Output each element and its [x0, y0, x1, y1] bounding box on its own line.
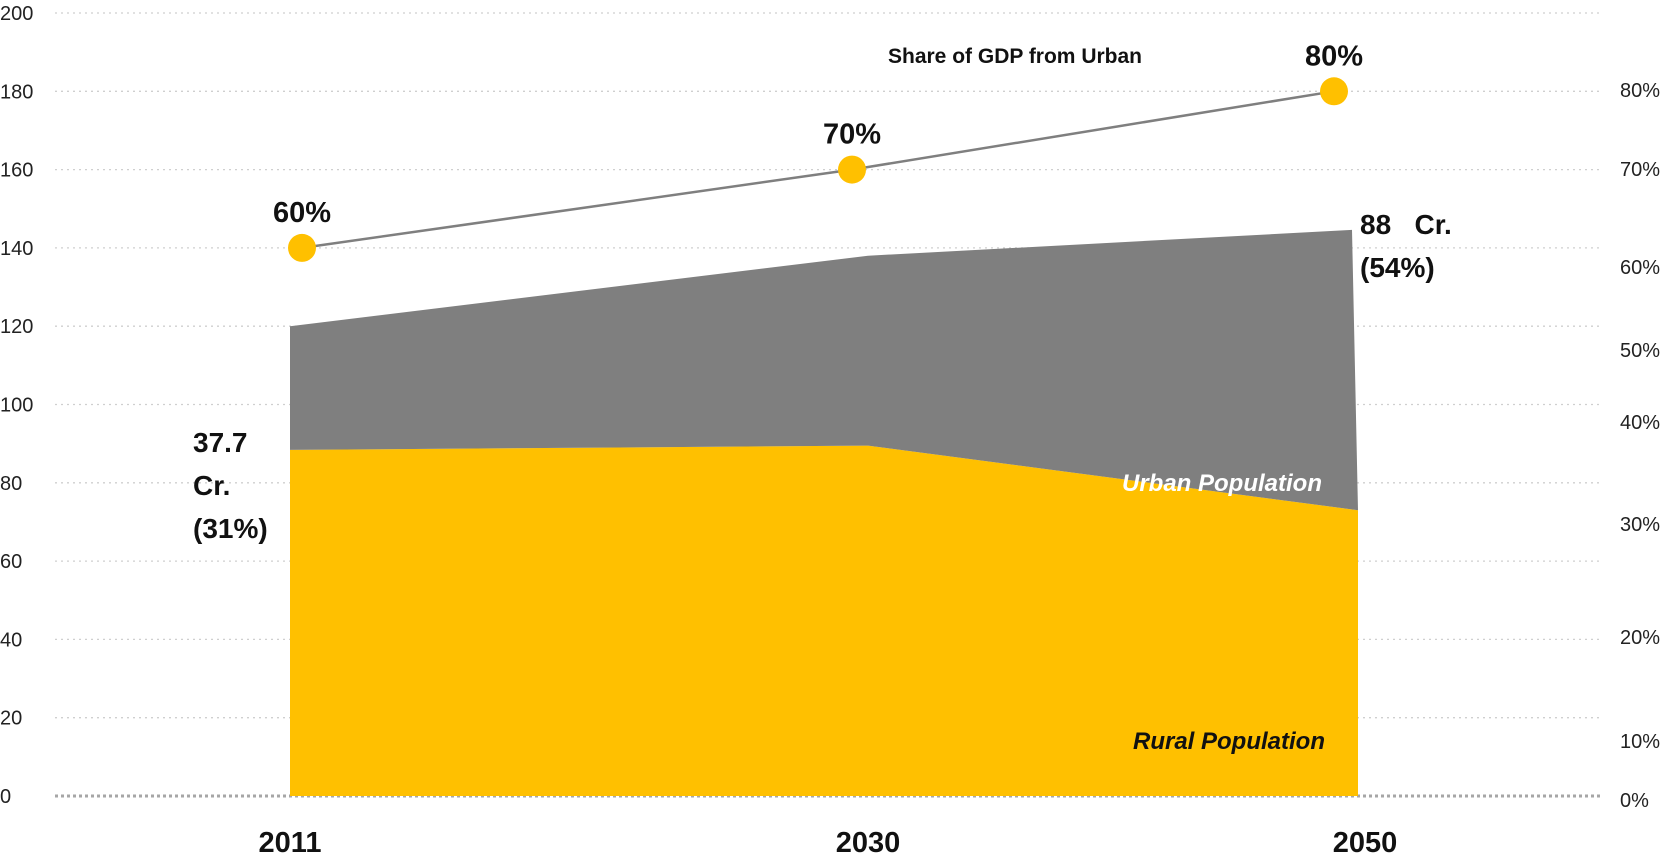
- gdp-share-marker: [288, 233, 316, 262]
- y-tick-label-left: 40: [0, 629, 22, 651]
- urban-series-label: Urban Population: [1122, 470, 1322, 497]
- start-annotation-value: 37.7: [193, 427, 248, 458]
- y-tick-label-left: 60: [0, 551, 22, 573]
- start-annotation-unit: Cr.: [193, 470, 230, 501]
- y-tick-label-right: 40%: [1620, 412, 1660, 434]
- gdp-share-data-label: 80%: [1305, 40, 1363, 72]
- y-tick-label-right: 20%: [1620, 627, 1660, 649]
- gdp-share-marker: [838, 155, 866, 184]
- y-tick-label-right: 30%: [1620, 514, 1660, 536]
- y-tick-label-right: 50%: [1620, 340, 1660, 362]
- gdp-line-layer: 60% 70% 80%: [273, 40, 1363, 262]
- y-tick-label-right: 10%: [1620, 731, 1660, 753]
- x-tick-label: 2030: [836, 827, 901, 859]
- end-annotation-share: (54%): [1360, 252, 1435, 283]
- y-tick-label-right: 80%: [1620, 80, 1660, 102]
- gdp-share-data-label: 60%: [273, 197, 331, 229]
- rural-population-area: [290, 445, 1358, 796]
- y-tick-label-left: 140: [0, 238, 33, 260]
- x-tick-label: 2050: [1333, 827, 1398, 859]
- y-tick-label-left: 20: [0, 708, 22, 730]
- right-y-axis: 0% 10% 20% 30% 40% 50% 60% 70% 80%: [1620, 80, 1660, 812]
- start-annotation-share: (31%): [193, 513, 268, 544]
- y-tick-label-left: 80: [0, 473, 22, 495]
- y-tick-label-left: 200: [0, 3, 33, 25]
- gdp-line-title: Share of GDP from Urban: [888, 45, 1142, 68]
- y-tick-label-left: 100: [0, 395, 33, 417]
- y-tick-label-right: 0%: [1620, 790, 1649, 812]
- rural-series-label: Rural Population: [1133, 728, 1325, 755]
- end-annotation-value: 88 Cr.: [1360, 209, 1452, 240]
- urban-population-area: [290, 229, 1358, 511]
- y-tick-label-left: 120: [0, 316, 33, 338]
- area-series-layer: [290, 229, 1358, 796]
- y-tick-label-right: 70%: [1620, 159, 1660, 181]
- y-tick-label-right: 60%: [1620, 257, 1660, 279]
- left-y-axis: 0 20 40 60 80 100 120 140 160 180 200: [0, 3, 33, 808]
- gdp-share-marker: [1320, 77, 1348, 106]
- x-tick-label: 2011: [259, 827, 322, 859]
- gdp-share-data-label: 70%: [823, 119, 881, 151]
- x-axis: 2011 2030 2050: [259, 827, 1398, 859]
- y-tick-label-left: 0: [0, 786, 11, 808]
- y-tick-label-left: 180: [0, 81, 33, 103]
- y-tick-label-left: 160: [0, 160, 33, 182]
